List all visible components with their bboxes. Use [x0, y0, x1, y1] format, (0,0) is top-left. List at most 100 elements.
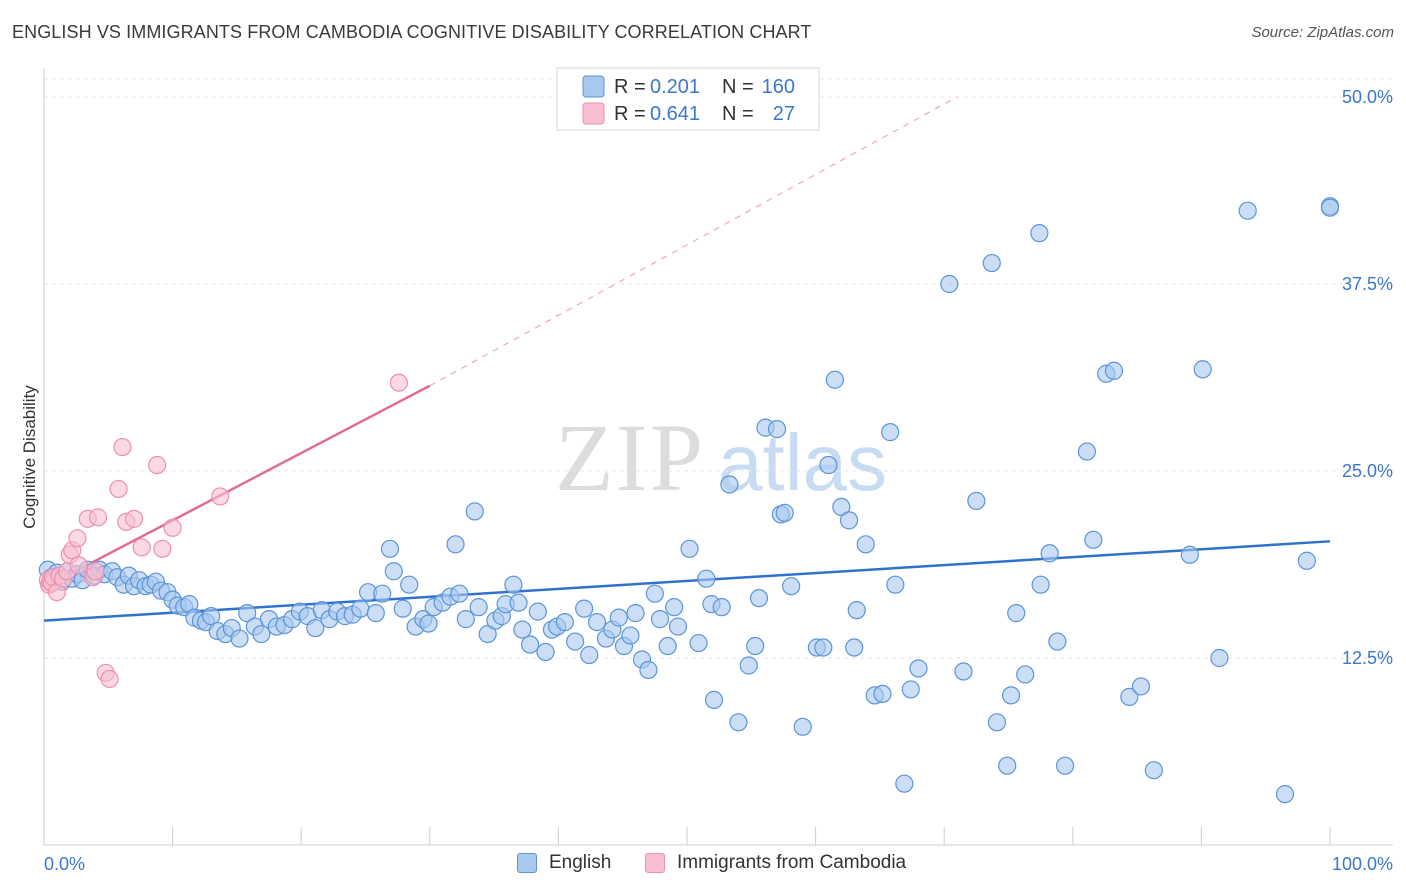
english-point	[609, 608, 628, 627]
english-point	[419, 614, 438, 633]
english-point	[1040, 544, 1059, 563]
english-point	[739, 656, 758, 675]
cambodia-point	[163, 518, 182, 537]
english-point	[1210, 648, 1229, 668]
english-point	[380, 539, 400, 558]
legend-cambodia-swatch	[582, 102, 605, 125]
x-tick-max: 100.0%	[1332, 854, 1393, 874]
chart-title: ENGLISH VS IMMIGRANTS FROM CAMBODIA COGN…	[12, 22, 812, 42]
english-point	[775, 503, 794, 522]
cambodia-point	[132, 538, 151, 557]
english-point	[954, 662, 973, 681]
english-point	[1007, 604, 1026, 623]
watermark-atlas: atlas	[718, 418, 887, 507]
english-trend-line	[43, 540, 1331, 622]
english-point	[1031, 575, 1050, 594]
cambodia-point	[100, 669, 119, 689]
english-point	[645, 584, 664, 603]
english-point	[982, 253, 1001, 273]
y-tick-label: 12.5%	[1342, 648, 1393, 668]
cambodia-point	[88, 508, 108, 527]
legend-cambodia-n-value: 27	[773, 103, 795, 125]
cambodia-point	[113, 437, 132, 457]
english-point	[252, 624, 271, 644]
english-point	[839, 511, 859, 530]
trend-lines	[43, 96, 1331, 622]
english-point	[967, 491, 986, 511]
y-tick-label: 25.0%	[1342, 461, 1393, 481]
english-point	[886, 575, 905, 594]
english-point	[1131, 677, 1151, 696]
english-point	[521, 635, 540, 654]
english-point	[587, 612, 607, 632]
gridlines	[44, 78, 1393, 659]
english-point	[729, 713, 748, 732]
english-point	[580, 645, 599, 665]
english-point	[668, 617, 688, 636]
english-point	[566, 632, 585, 651]
english-point	[238, 604, 257, 623]
english-point	[1048, 632, 1067, 651]
legend-cambodia-n-label: N =	[722, 103, 759, 125]
english-point	[895, 774, 914, 793]
english-point	[819, 455, 838, 475]
legend-cambodia-marker	[645, 853, 665, 873]
english-point	[450, 584, 469, 603]
english-point	[998, 756, 1017, 775]
legend-cambodia-label: Immigrants from Cambodia	[677, 852, 907, 873]
legend-cambodia-r-value: 0.641	[650, 103, 700, 125]
english-point	[845, 638, 864, 657]
legend-english-n-value: 160	[762, 76, 795, 98]
english-point	[384, 562, 403, 581]
english-point	[1180, 545, 1199, 564]
english-point	[697, 569, 716, 588]
english-point	[1120, 687, 1139, 706]
english-point	[782, 577, 801, 596]
english-point	[650, 610, 670, 629]
english-point	[793, 717, 812, 736]
english-point	[513, 620, 532, 639]
y-axis-label: Cognitive Disability	[20, 385, 39, 529]
english-point	[509, 593, 528, 612]
y-tick-label: 50.0%	[1342, 87, 1393, 107]
english-point	[504, 575, 523, 594]
english-point	[366, 604, 385, 623]
english-point	[881, 423, 900, 442]
english-point	[720, 475, 739, 494]
watermark-zip: ZIP	[555, 404, 705, 511]
legend-english-r-value: 0.201	[650, 76, 700, 98]
english-point	[230, 629, 249, 648]
english-point	[814, 638, 833, 657]
english-point	[528, 602, 547, 621]
english-point	[1104, 361, 1124, 380]
english-point	[746, 636, 765, 656]
english-point	[901, 680, 920, 699]
legend-english-label: English	[549, 852, 612, 873]
english-point	[658, 636, 677, 656]
cambodia-point	[69, 556, 88, 575]
data-points	[38, 197, 1340, 804]
english-point	[909, 659, 928, 678]
cambodia-point	[153, 539, 172, 558]
english-point	[1077, 442, 1097, 461]
english-point	[1193, 360, 1212, 379]
english-point	[704, 690, 724, 709]
english-point	[626, 604, 645, 623]
english-point	[1144, 761, 1163, 780]
english-point	[351, 599, 370, 618]
legend-english-n-label: N =	[722, 76, 759, 98]
english-point	[873, 684, 892, 704]
english-point	[469, 598, 488, 617]
legend-item-english: English	[517, 852, 611, 874]
english-point	[1297, 551, 1316, 570]
english-point	[400, 575, 419, 594]
legend-english-marker	[517, 853, 537, 873]
english-point	[1238, 201, 1257, 220]
x-tick-min: 0.0%	[44, 854, 85, 874]
english-point	[665, 598, 684, 617]
cambodia-point	[124, 509, 144, 528]
english-point	[621, 626, 640, 645]
english-point	[749, 589, 769, 608]
english-point	[456, 610, 475, 629]
